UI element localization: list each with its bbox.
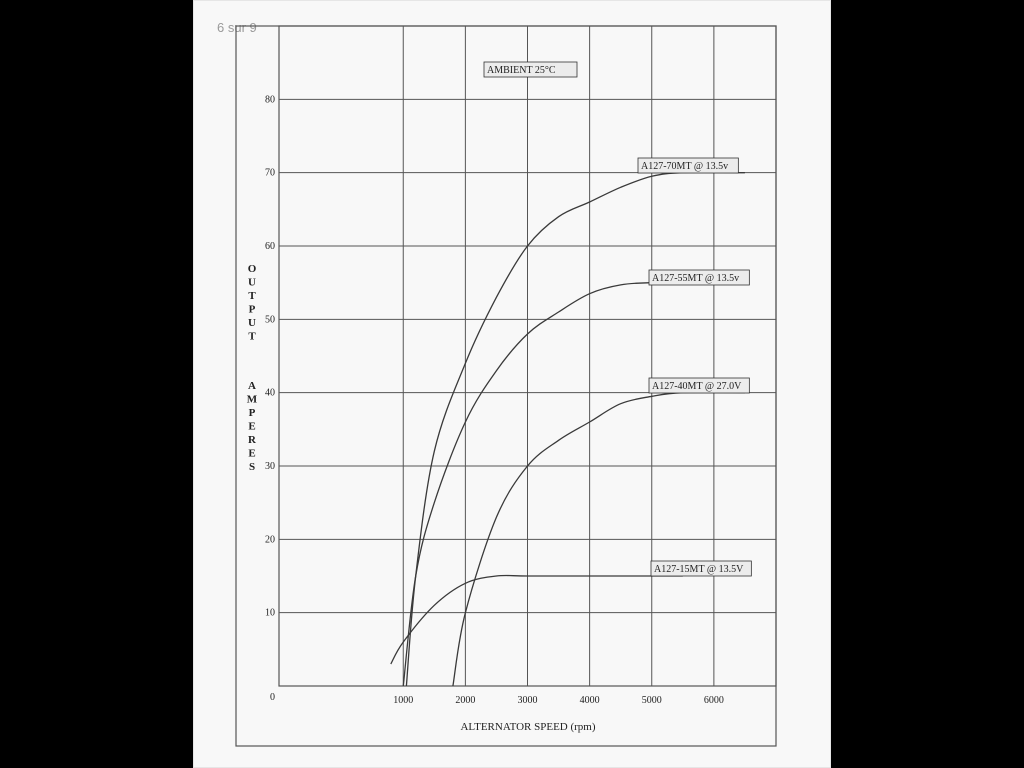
- series-label: A127-40MT @ 27.0V: [652, 381, 742, 392]
- x-tick-label: 4000: [580, 695, 600, 706]
- x-tick-label: 2000: [455, 695, 475, 706]
- x-tick-label: 5000: [642, 695, 662, 706]
- series-labels: A127-70MT @ 13.5v A127-55MT @ 13.5v A127-4…: [637, 157, 752, 577]
- ambient-annotation-text: AMBIENT 25°C: [487, 65, 556, 76]
- series-label-box: [648, 269, 750, 286]
- y-tick-label: 50: [265, 314, 275, 325]
- series-label-box: [648, 377, 750, 394]
- y-tick-label: 70: [265, 168, 275, 179]
- x-tick-label: 3000: [518, 695, 538, 706]
- y-axis-ticks: 0 10 20 30 40 50 60 70 80: [265, 94, 275, 703]
- x-axis-ticks: 1000 2000 3000 4000 5000 6000: [393, 695, 724, 706]
- series-curve: [402, 281, 745, 687]
- ambient-annotation: AMBIENT 25°C: [483, 61, 578, 78]
- page-counter: 6 sur 9: [217, 20, 257, 35]
- x-tick-label: 6000: [704, 695, 724, 706]
- series-curve: [390, 574, 683, 665]
- chart-grid: [278, 25, 777, 687]
- x-tick-label: 1000: [393, 695, 413, 706]
- series-label: A127-70MT @ 13.5v: [641, 161, 728, 172]
- y-tick-label: 80: [265, 94, 275, 105]
- series-label-box: [637, 157, 739, 174]
- ambient-annotation-box: [483, 61, 578, 78]
- series-curve: [452, 391, 745, 687]
- chart-series: [390, 171, 745, 687]
- y-tick-label: 60: [265, 241, 275, 252]
- y-tick-label: 30: [265, 461, 275, 472]
- y-axis-title: O U T P U T A M P E R E S: [247, 263, 258, 473]
- y-tick-label: 0: [270, 692, 275, 703]
- series-label-box: [650, 560, 752, 577]
- y-tick-label: 40: [265, 388, 275, 399]
- y-tick-label: 20: [265, 534, 275, 545]
- series-label: A127-15MT @ 13.5V: [654, 564, 744, 575]
- y-tick-label: 10: [265, 608, 275, 619]
- series-label: A127-55MT @ 13.5v: [652, 273, 739, 284]
- x-axis-title: ALTERNATOR SPEED (rpm): [460, 721, 595, 733]
- series-curve: [405, 171, 745, 687]
